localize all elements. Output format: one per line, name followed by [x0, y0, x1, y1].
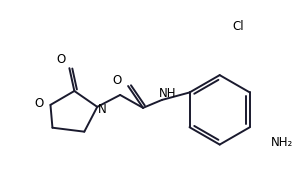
- Text: N: N: [98, 103, 107, 116]
- Text: NH₂: NH₂: [271, 136, 293, 149]
- Text: O: O: [113, 74, 122, 87]
- Text: NH: NH: [159, 87, 177, 100]
- Text: O: O: [57, 53, 66, 66]
- Text: O: O: [34, 97, 43, 110]
- Text: Cl: Cl: [233, 20, 244, 33]
